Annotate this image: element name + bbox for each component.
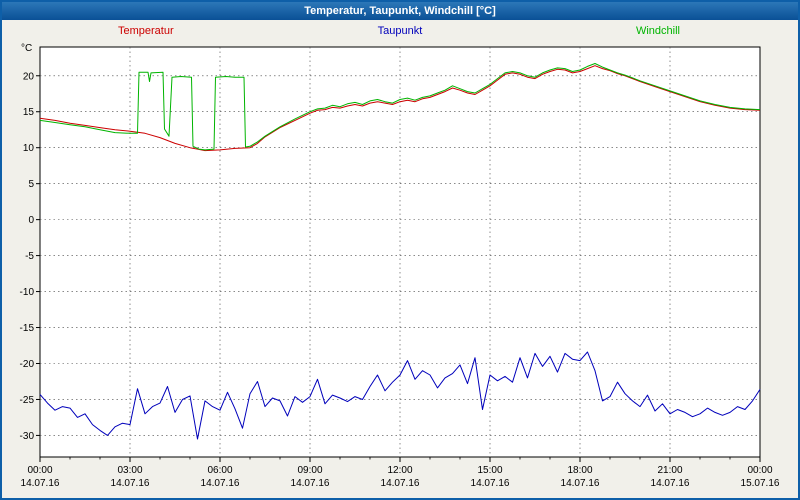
- legend-temperatur: Temperatur: [118, 25, 174, 37]
- y-tick-label: -25: [20, 395, 35, 406]
- x-tick-date-label: 15.07.16: [741, 478, 780, 489]
- x-tick-time-label: 06:00: [207, 465, 232, 476]
- x-tick-time-label: 21:00: [657, 465, 682, 476]
- y-tick-label: -15: [20, 323, 35, 334]
- window-title-bar: Temperatur, Taupunkt, Windchill [°C]: [2, 2, 798, 20]
- legend-taupunkt: Taupunkt: [377, 25, 423, 37]
- x-tick-time-label: 00:00: [27, 465, 52, 476]
- x-tick-time-label: 18:00: [567, 465, 592, 476]
- x-tick-date-label: 14.07.16: [561, 478, 600, 489]
- y-tick-label: -20: [20, 359, 35, 370]
- x-tick-date-label: 14.07.16: [21, 478, 60, 489]
- x-tick-time-label: 03:00: [117, 465, 142, 476]
- y-tick-label: 5: [28, 179, 34, 190]
- x-tick-time-label: 12:00: [387, 465, 412, 476]
- series-line-windchill: [39, 63, 761, 151]
- y-axis-unit-label: °C: [21, 43, 33, 54]
- y-tick-label: 15: [23, 107, 35, 118]
- y-tick-label: 20: [23, 71, 35, 82]
- y-tick-label: -30: [20, 431, 35, 442]
- window-title: Temperatur, Taupunkt, Windchill [°C]: [304, 5, 496, 17]
- x-tick-date-label: 14.07.16: [471, 478, 510, 489]
- x-tick-time-label: 00:00: [747, 465, 772, 476]
- x-tick-date-label: 14.07.16: [651, 478, 690, 489]
- y-tick-label: -10: [20, 287, 35, 298]
- legend-windchill: Windchill: [635, 25, 680, 37]
- y-tick-label: 0: [28, 215, 34, 226]
- series-line-temperatur: [39, 65, 761, 152]
- y-tick-label: -5: [25, 251, 34, 262]
- plot-area: [39, 46, 761, 458]
- x-tick-date-label: 14.07.16: [291, 478, 330, 489]
- x-tick-date-label: 14.07.16: [381, 478, 420, 489]
- x-tick-time-label: 09:00: [297, 465, 322, 476]
- chart-plot: 20 15 10 5 0 -5 -10 -15 -20 -25 -30 00:00 14.07.16 03…: [20, 46, 780, 489]
- x-tick-date-label: 14.07.16: [111, 478, 150, 489]
- series-line-taupunkt: [39, 351, 761, 440]
- x-tick-time-label: 15:00: [477, 465, 502, 476]
- x-tick-date-label: 14.07.16: [201, 478, 240, 489]
- y-tick-label: 10: [23, 143, 35, 154]
